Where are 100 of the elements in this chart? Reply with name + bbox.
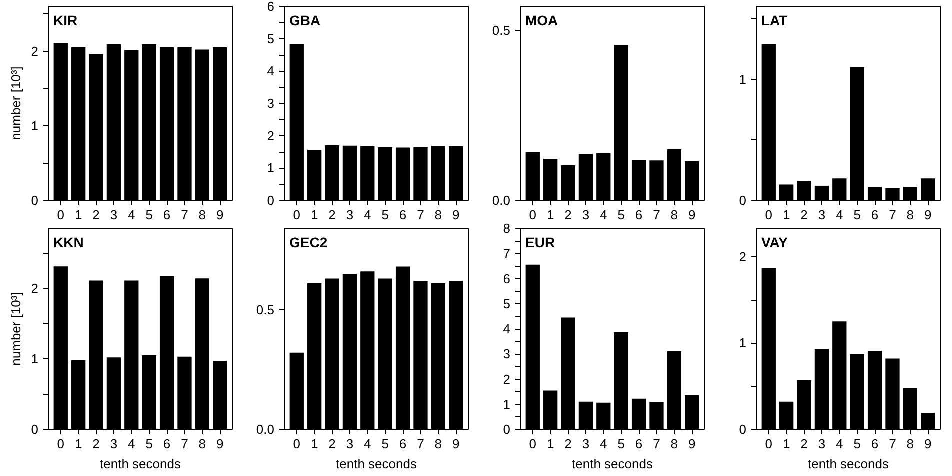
y-tick-label: 1 <box>739 72 747 87</box>
x-tick-label: 1 <box>782 208 790 222</box>
x-tick-label: 5 <box>146 436 153 452</box>
y-tick-label: 0.0 <box>256 422 275 437</box>
x-tick-label: 7 <box>653 208 660 222</box>
y-tick-label: 0.5 <box>492 22 511 38</box>
x-tick-label: 5 <box>618 208 625 222</box>
y-axis-title: number [10³] <box>8 292 24 366</box>
text: GBA <box>290 12 321 28</box>
x-tick-label: 7 <box>889 208 896 222</box>
x-tick-label: 0 <box>293 208 301 222</box>
x-tick-label: 8 <box>906 436 914 452</box>
y-tick-label: 2 <box>31 44 39 59</box>
x-tick-label: 3 <box>582 208 590 222</box>
x-tick-label: 4 <box>600 436 608 452</box>
x-tick-label: 0 <box>57 436 65 452</box>
x-tick-label: 0 <box>529 208 537 222</box>
x-tick-label: 1 <box>74 208 82 222</box>
x-tick-label: 6 <box>635 208 643 222</box>
y-tick-label: 0 <box>31 193 39 208</box>
x-tick-label: 6 <box>163 208 171 222</box>
y-tick-label: 5 <box>267 31 275 46</box>
x-tick-label: 0 <box>765 208 773 222</box>
x-tick-label: 3 <box>818 436 826 452</box>
x-tick-label: 7 <box>653 436 660 452</box>
y-tick-label: 6 <box>503 271 511 286</box>
x-tick-label: 0 <box>529 436 537 452</box>
x-tick-label: 9 <box>452 436 460 452</box>
text: VAY <box>762 234 789 250</box>
y-tick-label: 4 <box>503 322 511 336</box>
y-tick-label: 2 <box>503 372 511 387</box>
y-tick-label: 1 <box>31 351 39 366</box>
y-axis-title: number [10³] <box>8 66 24 140</box>
x-tick-label: 2 <box>92 208 100 222</box>
y-tick-label: 2 <box>267 128 275 144</box>
y-tick-label: 0 <box>503 422 511 437</box>
x-tick-label: 1 <box>782 436 790 452</box>
x-tick-label: 6 <box>399 208 407 222</box>
y-tick-label: 5 <box>503 296 511 312</box>
x-tick-label: 9 <box>688 208 696 222</box>
chart-title: KIR <box>54 12 78 28</box>
y-tick-label: 1 <box>739 336 747 351</box>
x-tick-label: 8 <box>670 436 678 452</box>
x-tick-label: 8 <box>906 208 914 222</box>
y-tick-label: 3 <box>267 96 275 111</box>
x-tick-label: 2 <box>564 208 572 222</box>
x-tick-label: 0 <box>293 436 301 452</box>
x-tick-label: 9 <box>924 436 932 452</box>
x-tick-label: 9 <box>216 208 224 222</box>
x-tick-label: 1 <box>310 208 318 222</box>
x-tick-label: 0 <box>57 208 65 222</box>
y-tick-label: 3 <box>503 346 511 362</box>
x-tick-label: 9 <box>452 208 460 222</box>
x-tick-label: 4 <box>364 208 372 222</box>
x-tick-label: 3 <box>582 436 590 452</box>
x-tick-label: 5 <box>618 436 625 452</box>
x-tick-label: 1 <box>546 208 554 222</box>
y-tick-label: 2 <box>31 280 39 296</box>
y-tick-label: 4 <box>267 64 275 79</box>
x-axis-title: tenth seconds <box>808 456 890 472</box>
x-tick-label: 8 <box>670 208 678 222</box>
x-tick-label: 5 <box>854 436 861 452</box>
y-tick-label: 0 <box>739 193 747 208</box>
chart-title: LAT <box>762 12 788 28</box>
x-tick-label: 6 <box>163 436 171 452</box>
x-tick-label: 4 <box>128 208 136 222</box>
x-tick-label: 8 <box>434 208 442 222</box>
x-tick-label: 8 <box>434 436 442 452</box>
y-tick-label: 8 <box>503 221 511 236</box>
x-tick-label: 5 <box>146 208 153 222</box>
x-tick-label: 7 <box>889 436 896 452</box>
x-tick-label: 2 <box>800 436 808 452</box>
x-tick-label: 4 <box>128 436 136 452</box>
x-tick-label: 3 <box>818 208 826 222</box>
x-tick-label: 4 <box>836 436 844 452</box>
x-tick-label: 1 <box>74 436 82 452</box>
x-tick-label: 8 <box>198 436 206 452</box>
x-axis-title: tenth seconds <box>336 456 418 472</box>
x-tick-label: 2 <box>92 436 100 452</box>
x-tick-label: 4 <box>364 436 372 452</box>
x-tick-label: 5 <box>382 208 389 222</box>
x-tick-label: 9 <box>688 436 696 452</box>
x-tick-label: 9 <box>216 436 224 452</box>
x-tick-label: 2 <box>328 208 336 222</box>
x-tick-label: 7 <box>181 436 188 452</box>
y-tick-label: 0 <box>267 193 275 208</box>
x-tick-label: 0 <box>765 436 773 452</box>
y-tick-label: 6 <box>267 0 275 14</box>
x-tick-label: 9 <box>924 208 932 222</box>
x-axis-title: tenth seconds <box>100 456 182 472</box>
x-tick-label: 4 <box>600 208 608 222</box>
text: KKN <box>54 234 84 250</box>
x-tick-label: 4 <box>836 208 844 222</box>
y-tick-label: 1 <box>267 160 275 176</box>
x-tick-label: 3 <box>346 208 354 222</box>
x-axis-title: tenth seconds <box>572 456 654 472</box>
y-tick-label: 2 <box>739 249 747 264</box>
x-tick-label: 3 <box>110 208 118 222</box>
x-tick-label: 3 <box>110 436 118 452</box>
x-tick-label: 6 <box>871 208 879 222</box>
